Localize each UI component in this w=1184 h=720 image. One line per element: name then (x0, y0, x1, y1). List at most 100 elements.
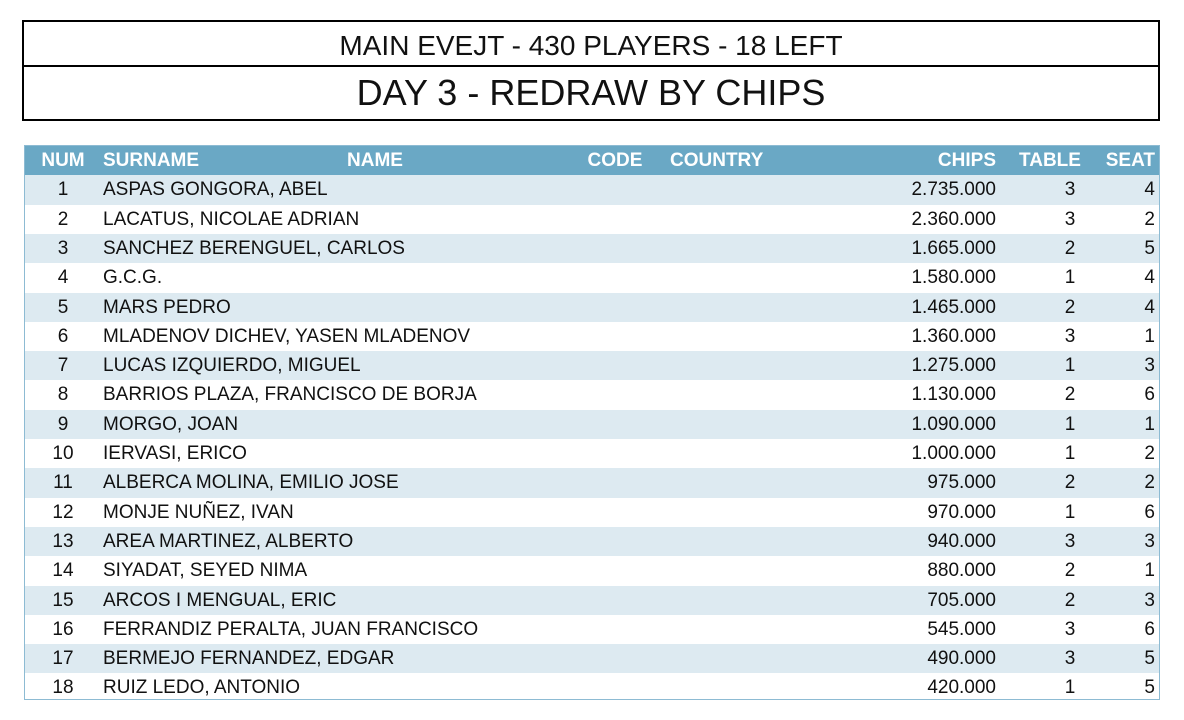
table-cell: 3 (1144, 589, 1155, 611)
column-header: SURNAME (103, 150, 200, 171)
table-cell: 5 (1144, 648, 1155, 670)
table-cell: 2 (1064, 296, 1076, 318)
table-cell: 2 (1064, 560, 1076, 582)
table-cell: 1.580.000 (911, 267, 996, 289)
table-cell: LACATUS, NICOLAE ADRIAN (103, 208, 360, 230)
table-cell: MORGO, JOAN (103, 413, 239, 435)
table-cell: G.C.G. (103, 267, 163, 289)
table-cell: FERRANDIZ PERALTA, JUAN FRANCISCO (103, 618, 479, 640)
table-cell: 975.000 (927, 472, 996, 494)
table-cell: 1 (1064, 501, 1076, 523)
table-cell: MONJE NUÑEZ, IVAN (103, 501, 294, 523)
table-cell: 2 (1144, 472, 1155, 494)
table-cell: 2 (1064, 384, 1076, 406)
table-cell: 13 (52, 530, 74, 552)
table-cell: 10 (52, 443, 74, 464)
table-cell: 4 (1144, 267, 1155, 289)
table-cell: SANCHEZ BERENGUEL, CARLOS (103, 237, 405, 259)
table-cell: 2 (1144, 443, 1155, 464)
table-cell: 490.000 (927, 648, 996, 670)
table-cell: 1.360.000 (911, 325, 996, 347)
table-cell: 1.000.000 (911, 443, 996, 464)
table-cell: 1 (1064, 413, 1076, 435)
table-cell: ARCOS I MENGUAL, ERIC (103, 589, 337, 611)
table-cell: SIYADAT, SEYED NIMA (103, 560, 308, 582)
table-cell: 3 (1064, 618, 1076, 640)
table-cell: 4 (1144, 296, 1155, 318)
table: NUM SURNAME NAME CODE COUNTRY CHIPS TABLE SEAT 1… (24, 145, 1160, 700)
table-cell: 1 (57, 179, 69, 201)
table-cell: 1.275.000 (911, 355, 996, 377)
table-cell: 2 (1064, 589, 1076, 611)
table-cell: 14 (52, 560, 74, 582)
table-cell: AREA MARTINEZ, ALBERTO (103, 530, 354, 552)
table-row: 6 MLADENOV DICHEV, YASEN MLADENOV 1.360.00… (25, 322, 1159, 351)
table-cell: IERVASI, ERICO (103, 443, 247, 464)
column-header: COUNTRY (670, 150, 764, 171)
table-cell: 1 (1064, 677, 1076, 699)
table-cell: 8 (57, 384, 69, 406)
table-cell: 2 (1064, 237, 1076, 259)
table-cell: 1 (1144, 325, 1155, 347)
table-cell: ALBERCA MOLINA, EMILIO JOSE (103, 472, 399, 494)
table-cell: 2.360.000 (911, 208, 996, 230)
table-row: 17 BERMEJO FERNANDEZ, EDGAR 490.000 3 5 (25, 644, 1159, 674)
table-cell: 940.000 (927, 530, 996, 552)
column-header: NAME (347, 150, 403, 171)
table-row: 4 G.C.G. 1.580.000 1 4 (25, 263, 1159, 292)
table-cell: 420.000 (927, 677, 996, 699)
subtitle: DAY 3 - REDRAW BY CHIPS (356, 72, 826, 113)
table-cell: 9 (57, 413, 69, 435)
table-row: 11 ALBERCA MOLINA, EMILIO JOSE 975.000 2 2 (25, 468, 1159, 498)
table-row: 16 FERRANDIZ PERALTA, JUAN FRANCISCO 545.0… (25, 615, 1159, 644)
table-cell: 1.090.000 (911, 413, 996, 435)
table-cell: 6 (1144, 618, 1155, 640)
table-cell: 545.000 (927, 618, 996, 640)
table-cell: 2 (1144, 208, 1155, 230)
table-cell: 705.000 (927, 589, 996, 611)
table-cell: 5 (1144, 677, 1155, 699)
table-row: 7 LUCAS IZQUIERDO, MIGUEL 1.275.000 1 3 (25, 351, 1159, 381)
table-cell: 1.465.000 (911, 296, 996, 318)
table-cell: 3 (1064, 325, 1076, 347)
table-cell: MARS PEDRO (103, 296, 231, 318)
table-cell: 970.000 (927, 501, 996, 523)
table-cell: 6 (57, 325, 69, 347)
table-row: 12 MONJE NUÑEZ, IVAN 970.000 1 6 (25, 498, 1159, 527)
table-row: 13 AREA MARTINEZ, ALBERTO 940.000 3 3 (25, 526, 1159, 557)
table-cell: 15 (52, 589, 74, 611)
table-cell: RUIZ LEDO, ANTONIO (103, 677, 301, 699)
table-row: 15 ARCOS I MENGUAL, ERIC 705.000 2 3 (25, 585, 1159, 615)
column-header: CHIPS (937, 150, 996, 171)
table-cell: ASPAS GONGORA, ABEL (103, 179, 328, 201)
table-cell: 3 (1064, 530, 1076, 552)
table-cell: 16 (52, 618, 74, 640)
table-cell: MLADENOV DICHEV, YASEN MLADENOV (103, 325, 471, 347)
table-row: 8 BARRIOS PLAZA, FRANCISCO DE BORJA 1.130.… (25, 380, 1159, 409)
table-cell: 4 (1144, 179, 1155, 201)
table-cell: 3 (1144, 355, 1155, 377)
table-cell: 18 (52, 677, 74, 699)
column-header: TABLE (1019, 150, 1081, 171)
table-cell: 2.735.000 (911, 179, 996, 201)
table-cell: 2 (1064, 472, 1076, 494)
table-cell: 1 (1144, 560, 1155, 582)
table-cell: 1 (1064, 355, 1076, 377)
column-header: CODE (587, 150, 643, 171)
column-header: SEAT (1105, 150, 1155, 171)
table-cell: 2 (57, 208, 69, 230)
table-row: 2 LACATUS, NICOLAE ADRIAN 2.360.000 3 2 (25, 205, 1159, 234)
table-row: 18 RUIZ LEDO, ANTONIO 420.000 1 5 (25, 673, 1159, 702)
table-row: 14 SIYADAT, SEYED NIMA 880.000 2 1 (25, 556, 1159, 585)
column-header: NUM (41, 150, 85, 171)
table-cell: LUCAS IZQUIERDO, MIGUEL (103, 355, 361, 377)
table-cell: 3 (1064, 208, 1076, 230)
table-cell: 3 (1064, 179, 1076, 201)
table-row: 1 ASPAS GONGORA, ABEL 2.735.000 3 4 (25, 175, 1159, 205)
table-cell: 17 (52, 648, 74, 670)
table-cell: 5 (1144, 237, 1155, 259)
table-cell: 6 (1144, 501, 1155, 523)
table-row: 3 SANCHEZ BERENGUEL, CARLOS 1.665.000 2 5 (25, 233, 1159, 264)
table-cell: 12 (52, 501, 74, 523)
